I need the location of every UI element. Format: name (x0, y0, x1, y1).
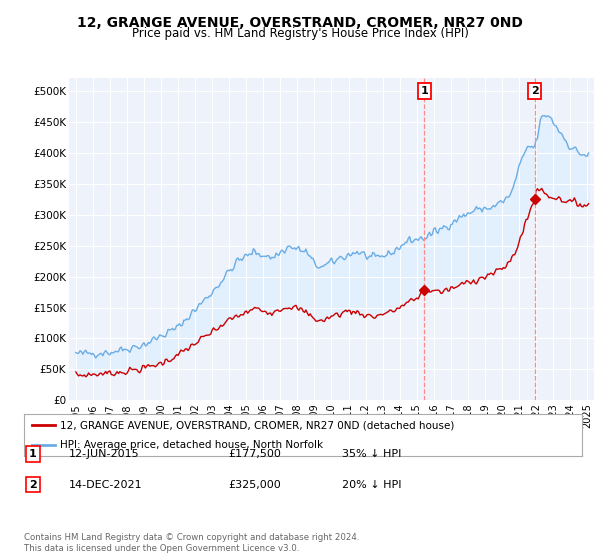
Text: 2: 2 (531, 86, 539, 96)
Text: £325,000: £325,000 (228, 479, 281, 489)
Text: HPI: Average price, detached house, North Norfolk: HPI: Average price, detached house, Nort… (60, 441, 323, 450)
Text: 12, GRANGE AVENUE, OVERSTRAND, CROMER, NR27 0ND: 12, GRANGE AVENUE, OVERSTRAND, CROMER, N… (77, 16, 523, 30)
Text: 1: 1 (29, 449, 37, 459)
Text: 12, GRANGE AVENUE, OVERSTRAND, CROMER, NR27 0ND (detached house): 12, GRANGE AVENUE, OVERSTRAND, CROMER, N… (60, 421, 455, 430)
Text: Contains HM Land Registry data © Crown copyright and database right 2024.
This d: Contains HM Land Registry data © Crown c… (24, 533, 359, 553)
Text: 12-JUN-2015: 12-JUN-2015 (69, 449, 140, 459)
Text: 20% ↓ HPI: 20% ↓ HPI (342, 479, 401, 489)
Text: £177,500: £177,500 (228, 449, 281, 459)
Text: 2: 2 (29, 479, 37, 489)
Text: 35% ↓ HPI: 35% ↓ HPI (342, 449, 401, 459)
Text: Price paid vs. HM Land Registry's House Price Index (HPI): Price paid vs. HM Land Registry's House … (131, 27, 469, 40)
Text: 1: 1 (421, 86, 428, 96)
Text: 14-DEC-2021: 14-DEC-2021 (69, 479, 143, 489)
